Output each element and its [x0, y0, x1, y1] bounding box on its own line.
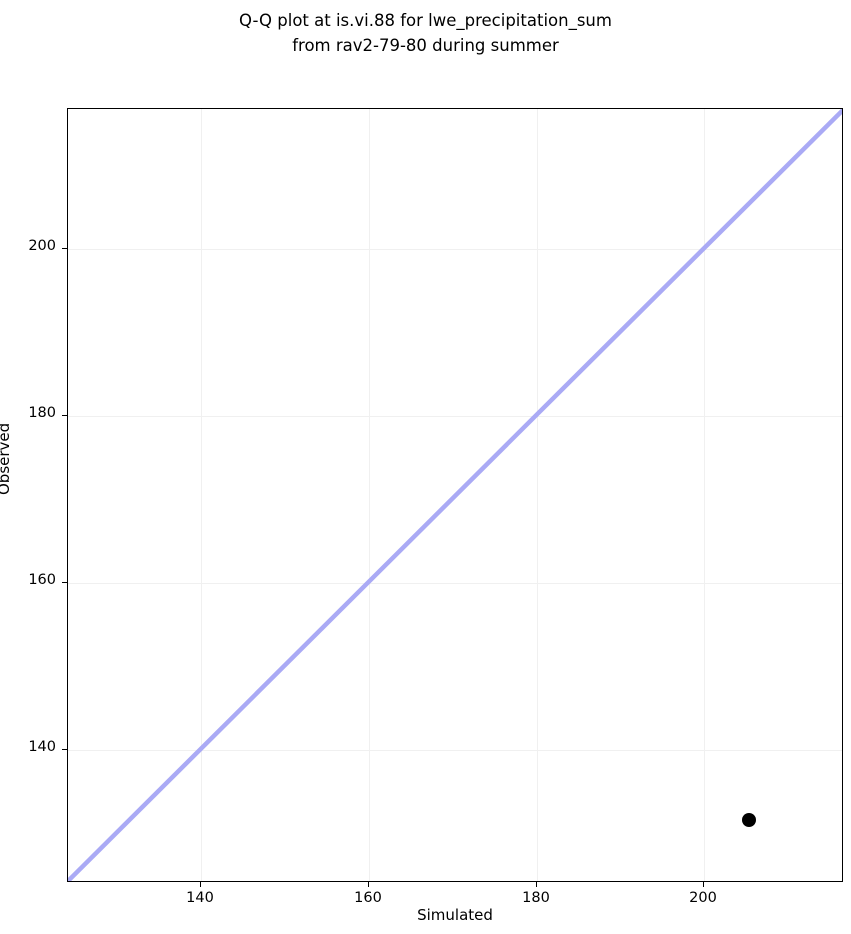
ytick-label-160: 160 [28, 572, 56, 588]
xtick-label-200: 200 [689, 890, 717, 906]
y-axis-label: Observed [0, 422, 13, 495]
xtick-mark-200 [703, 882, 705, 887]
ytick-mark-140 [62, 749, 67, 751]
one-to-one-line [68, 109, 842, 881]
xtick-label-180: 180 [522, 890, 550, 906]
ytick-mark-200 [62, 248, 67, 250]
gridline-vertical-180 [537, 109, 539, 881]
reference-line [68, 109, 842, 881]
xtick-mark-180 [536, 882, 538, 887]
gridline-horizontal-140 [68, 750, 842, 752]
xtick-label-140: 140 [186, 890, 214, 906]
gridline-vertical-160 [369, 109, 371, 881]
gridline-vertical-200 [704, 109, 706, 881]
x-axis-label: Simulated [417, 906, 493, 924]
ytick-label-180: 180 [28, 405, 56, 421]
plot-axes [67, 108, 843, 882]
gridline-vertical-140 [201, 109, 203, 881]
xtick-mark-140 [200, 882, 202, 887]
gridline-horizontal-160 [68, 583, 842, 585]
ytick-mark-180 [62, 415, 67, 417]
ytick-mark-160 [62, 582, 67, 584]
plot-area [68, 109, 842, 881]
xtick-mark-160 [368, 882, 370, 887]
gridline-horizontal-180 [68, 416, 842, 418]
gridline-horizontal-200 [68, 249, 842, 251]
data-point-marker [742, 813, 756, 827]
ytick-label-200: 200 [28, 238, 56, 254]
chart-title: Q-Q plot at is.vi.88 for lwe_precipitati… [239, 11, 612, 55]
xtick-label-160: 160 [354, 890, 382, 906]
ytick-label-140: 140 [28, 739, 56, 755]
